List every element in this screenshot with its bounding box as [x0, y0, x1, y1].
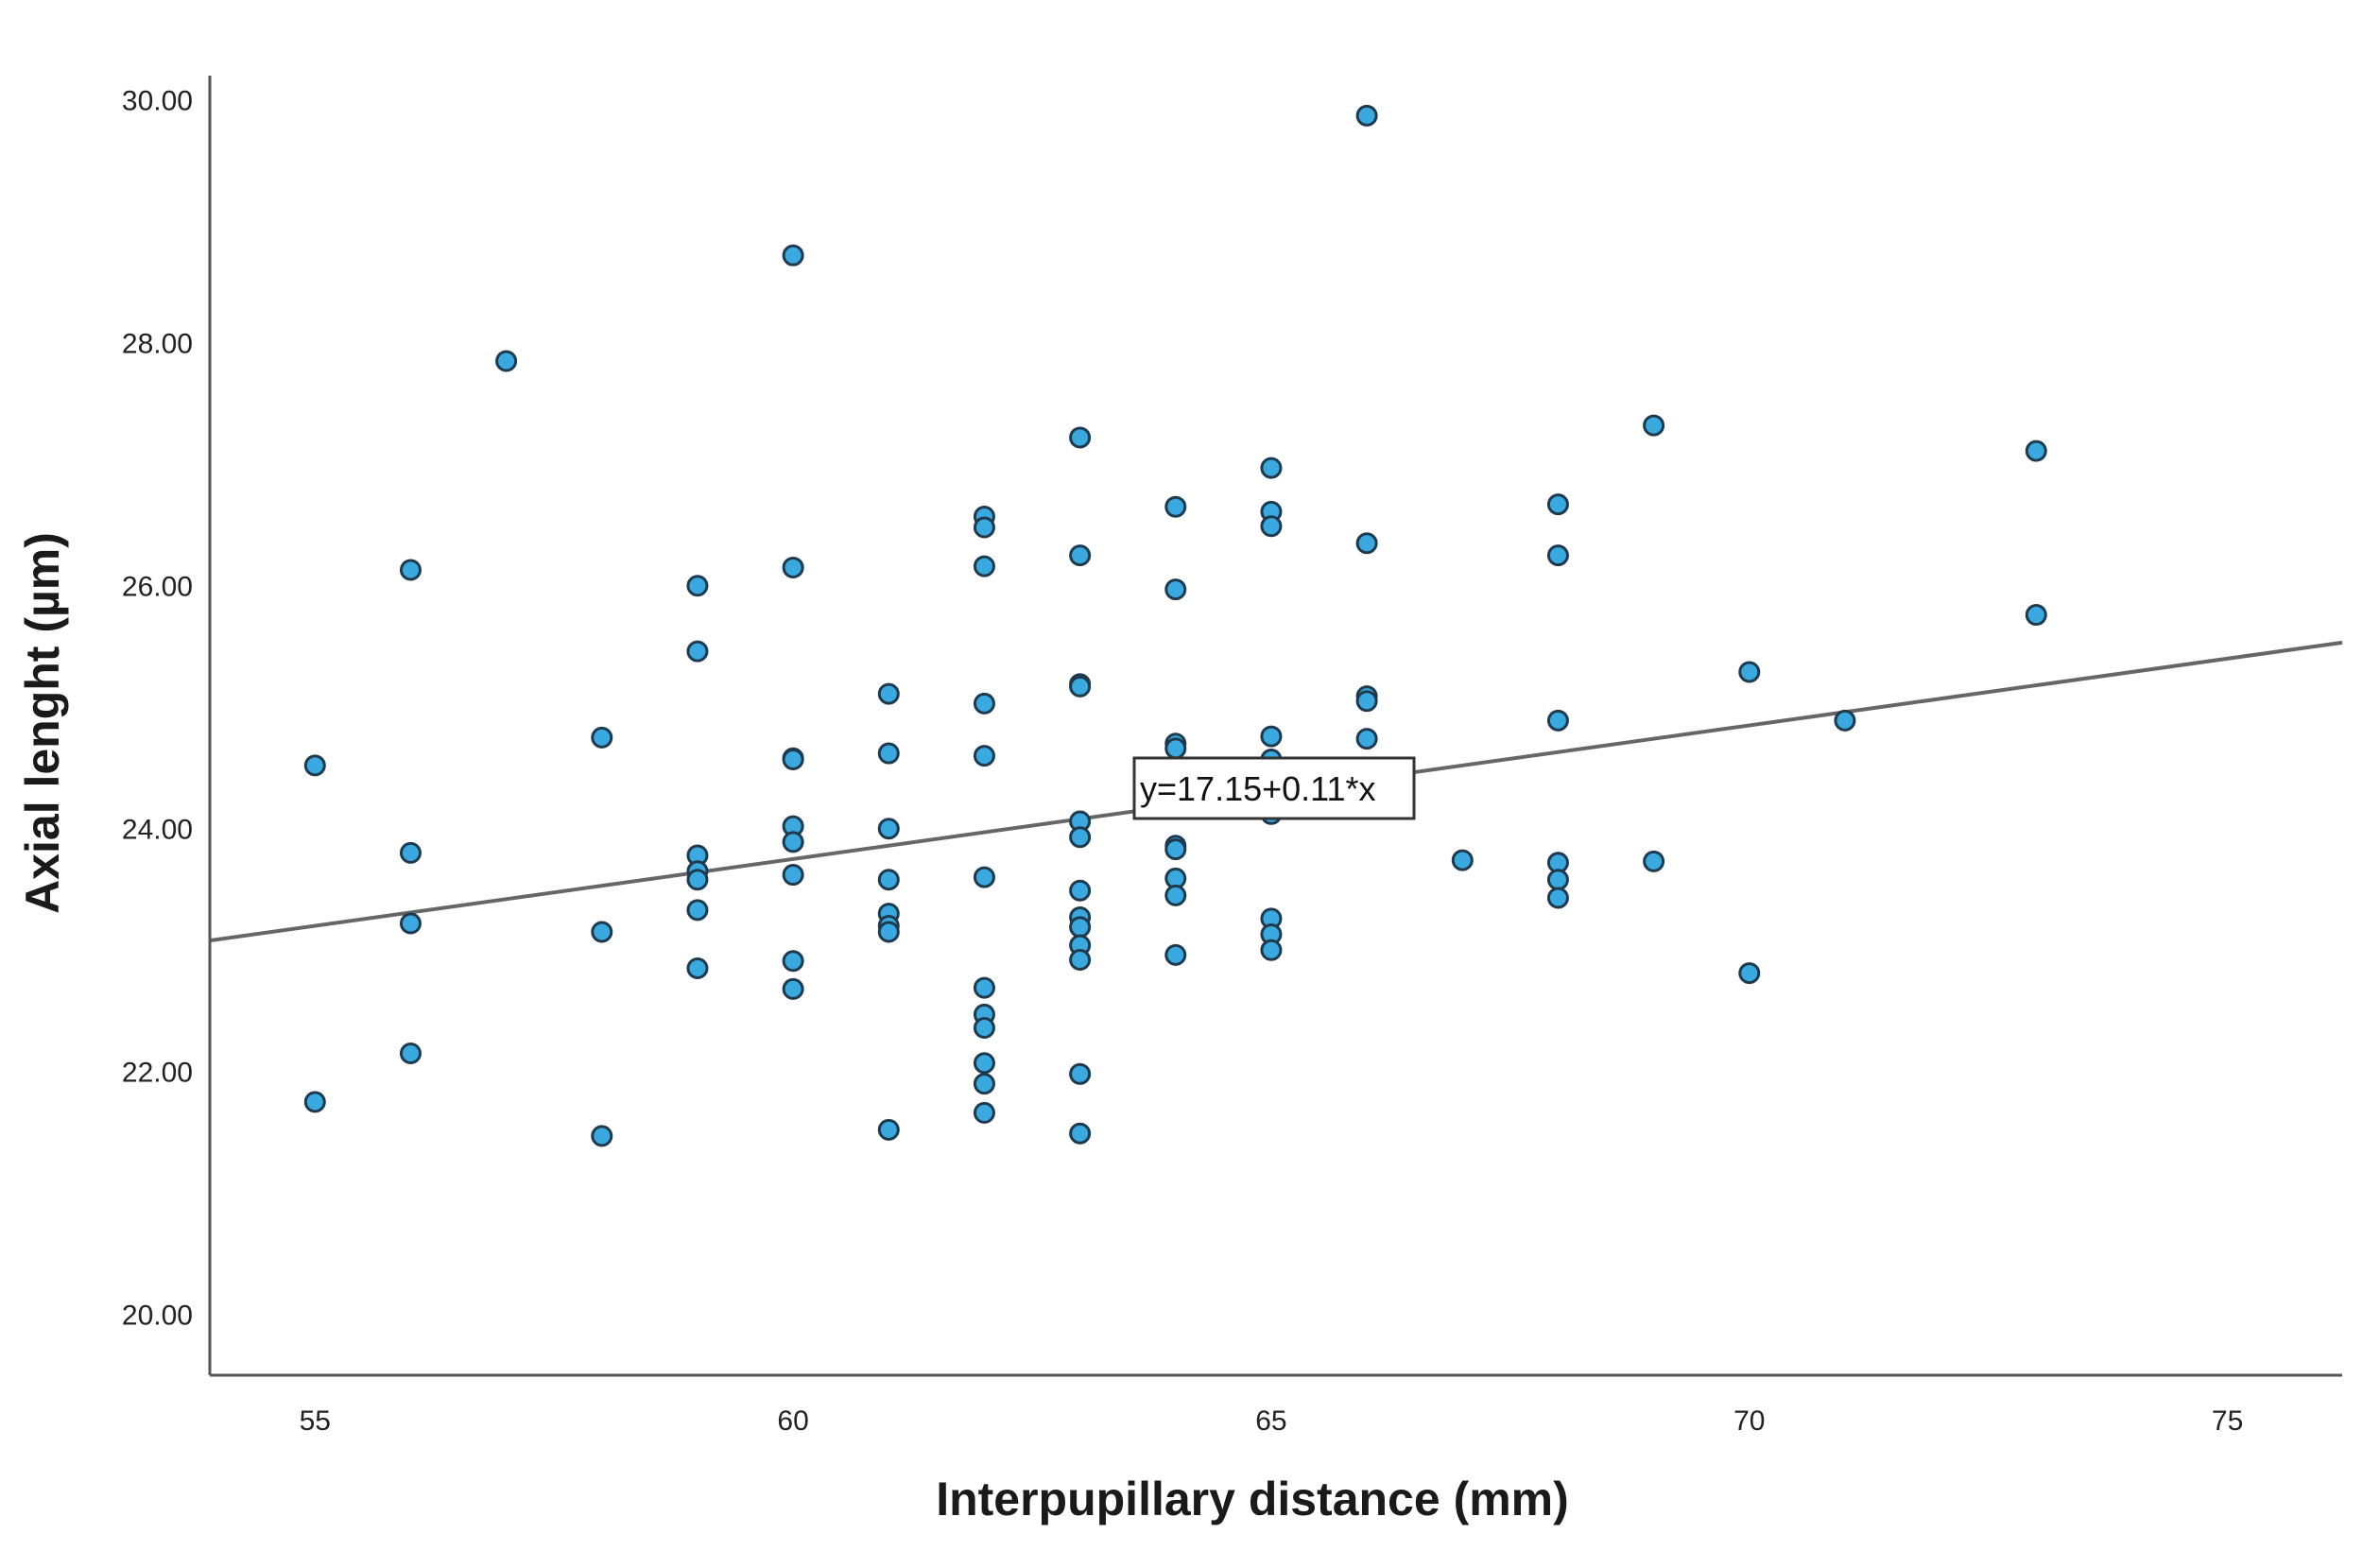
data-point: [1069, 1062, 1092, 1085]
data-point: [1546, 493, 1569, 516]
data-point: [399, 912, 422, 935]
data-points: [303, 104, 2047, 1147]
data-point: [686, 957, 709, 980]
data-point: [1069, 826, 1092, 849]
data-point: [303, 1091, 326, 1113]
data-point: [973, 1101, 995, 1124]
data-point: [782, 748, 804, 770]
data-point: [1069, 916, 1092, 939]
data-point: [686, 899, 709, 922]
data-point: [1164, 495, 1187, 518]
data-point: [1738, 962, 1761, 985]
data-point: [1069, 879, 1092, 902]
data-point: [686, 640, 709, 663]
x-tick-label: 75: [2212, 1405, 2243, 1437]
data-point: [782, 831, 804, 853]
data-point: [782, 864, 804, 887]
data-point: [1738, 661, 1761, 683]
data-point: [1260, 457, 1283, 479]
data-point: [1069, 426, 1092, 449]
data-point: [591, 726, 613, 749]
data-point: [399, 1042, 422, 1064]
data-point: [1355, 728, 1378, 750]
data-point: [1546, 709, 1569, 732]
data-point: [973, 976, 995, 999]
regression-equation-box: [1132, 756, 1416, 820]
data-point: [399, 559, 422, 581]
data-point: [1355, 532, 1378, 555]
data-point: [1643, 850, 1665, 872]
data-point: [1069, 544, 1092, 567]
data-point: [1069, 675, 1092, 698]
data-point: [1546, 869, 1569, 891]
data-point: [1164, 884, 1187, 906]
data-point: [1834, 709, 1856, 732]
data-point: [1260, 515, 1283, 538]
data-point: [1643, 414, 1665, 437]
data-point: [782, 556, 804, 578]
y-tick-label: 24.00: [122, 815, 193, 846]
x-axis-ticks: 55 60 65 70 75: [300, 1405, 2244, 1437]
data-point: [1355, 690, 1378, 713]
data-point: [973, 745, 995, 767]
data-point: [1451, 849, 1474, 871]
y-tick-label: 22.00: [122, 1058, 193, 1089]
data-point: [877, 818, 900, 840]
data-point: [973, 555, 995, 577]
data-point: [782, 950, 804, 973]
x-tick-label: 55: [300, 1405, 331, 1437]
y-axis-ticks: 20.00 22.00 24.00 26.00 28.00 30.00: [122, 86, 193, 1332]
data-point: [1069, 1122, 1092, 1145]
data-point: [782, 977, 804, 1000]
regression-equation-label: y=17.15+0.11*x: [1132, 756, 1416, 820]
regression-equation-text: y=17.15+0.11*x: [1140, 769, 1376, 808]
y-tick-label: 26.00: [122, 572, 193, 603]
data-point: [973, 1073, 995, 1095]
data-point: [973, 1052, 995, 1075]
data-point: [1546, 544, 1569, 567]
y-tick-label: 20.00: [122, 1301, 193, 1332]
x-axis-title: Interpupillary distance (mm): [936, 1473, 1569, 1525]
y-tick-label: 28.00: [122, 329, 193, 360]
data-point: [1164, 943, 1187, 966]
x-tick-label: 65: [1255, 1405, 1286, 1437]
y-axis-title: Axial lenght (µm): [16, 532, 69, 914]
data-point: [1355, 104, 1378, 127]
data-point: [973, 692, 995, 715]
data-point: [877, 869, 900, 891]
data-point: [1546, 887, 1569, 909]
data-point: [877, 742, 900, 765]
data-point: [877, 682, 900, 705]
data-point: [495, 350, 518, 372]
data-point: [973, 516, 995, 539]
data-point: [877, 921, 900, 943]
data-point: [2025, 604, 2047, 627]
data-point: [1164, 838, 1187, 861]
data-point: [686, 575, 709, 597]
data-point: [591, 1125, 613, 1147]
data-point: [1260, 939, 1283, 961]
data-point: [591, 921, 613, 943]
data-point: [782, 244, 804, 267]
x-tick-label: 70: [1733, 1405, 1765, 1437]
data-point: [1164, 737, 1187, 760]
data-point: [303, 754, 326, 777]
data-point: [686, 869, 709, 891]
data-point: [1164, 578, 1187, 601]
data-point: [973, 866, 995, 888]
data-point: [973, 1016, 995, 1039]
data-point: [399, 841, 422, 864]
data-point: [877, 1118, 900, 1141]
x-tick-label: 60: [777, 1405, 808, 1437]
data-point: [2025, 439, 2047, 462]
y-tick-label: 30.00: [122, 86, 193, 117]
data-point: [1260, 725, 1283, 748]
data-point: [1069, 949, 1092, 972]
